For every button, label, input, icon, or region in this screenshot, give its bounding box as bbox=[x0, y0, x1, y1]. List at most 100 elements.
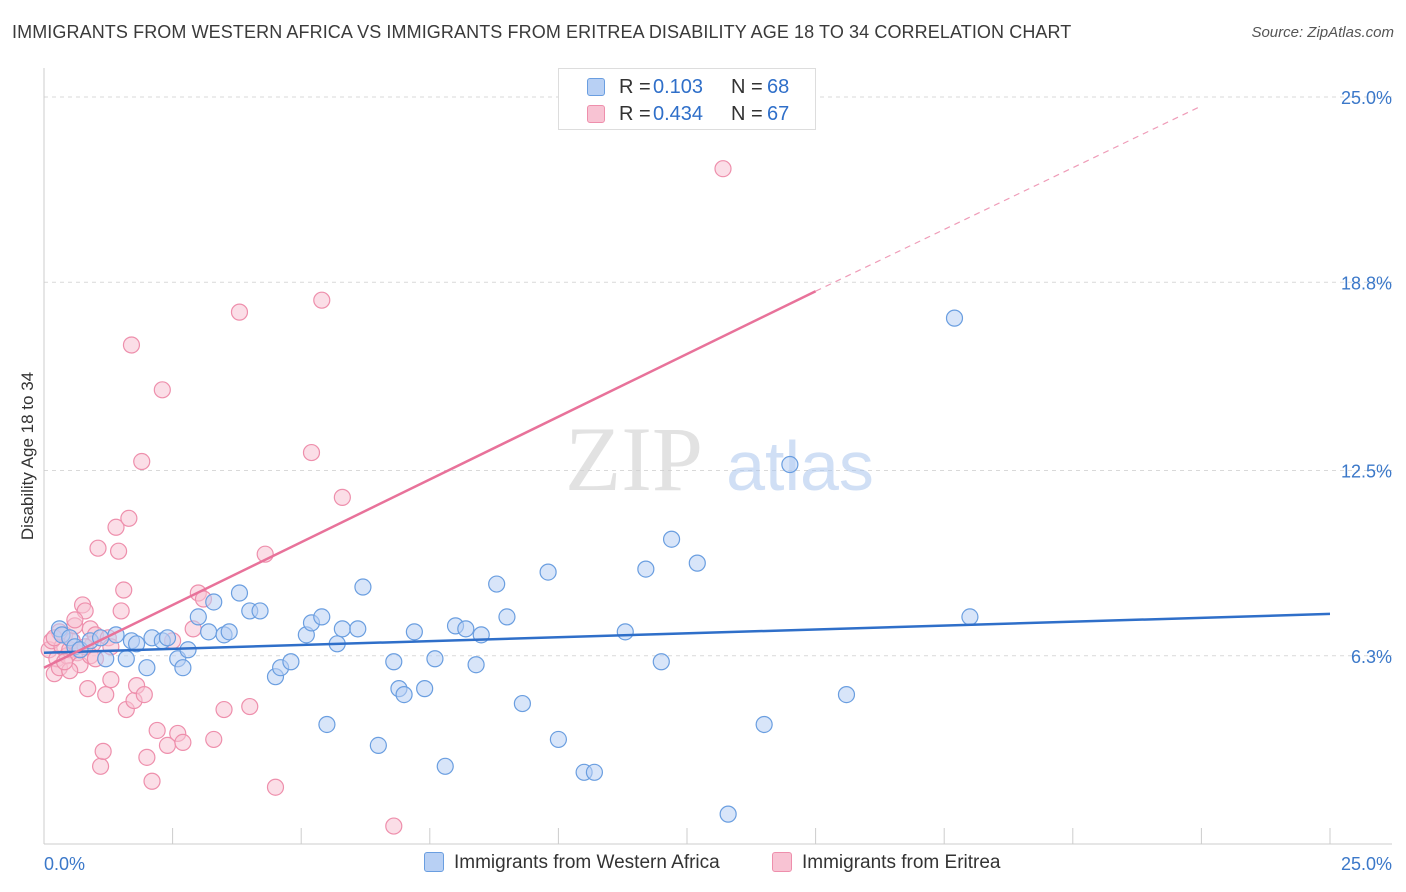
legend-row-eritrea: R = 0.434 N = 67 bbox=[559, 101, 815, 129]
data-point bbox=[89, 539, 107, 557]
data-point bbox=[120, 509, 138, 527]
data-point bbox=[79, 680, 97, 698]
data-point bbox=[662, 530, 681, 548]
trend-line-eritrea bbox=[43, 290, 817, 669]
data-point bbox=[313, 291, 331, 309]
data-point bbox=[133, 452, 151, 471]
data-point bbox=[755, 715, 773, 734]
data-point bbox=[107, 518, 125, 536]
data-point bbox=[349, 620, 367, 638]
data-point bbox=[369, 736, 387, 754]
y-tick-label: 6.3% bbox=[1351, 647, 1392, 667]
bottom-legend-swatch-pink bbox=[772, 852, 792, 872]
legend-row-western-africa: R = 0.103 N = 68 bbox=[559, 74, 815, 102]
data-point bbox=[97, 650, 115, 668]
data-point bbox=[333, 488, 351, 506]
data-point bbox=[138, 659, 156, 677]
y-axis-label: Disability Age 18 to 34 bbox=[18, 371, 37, 541]
data-point bbox=[174, 659, 192, 677]
data-point bbox=[241, 697, 259, 716]
data-point bbox=[122, 336, 141, 354]
data-point bbox=[282, 653, 300, 671]
data-point bbox=[215, 700, 233, 719]
data-point bbox=[112, 602, 130, 620]
trend-line-western-africa bbox=[43, 612, 1331, 655]
data-point bbox=[102, 671, 120, 689]
data-point bbox=[585, 763, 604, 781]
data-point bbox=[94, 742, 112, 760]
data-point bbox=[117, 650, 135, 668]
watermark-atlas: atlas bbox=[726, 427, 874, 505]
bottom-legend-label: Immigrants from Eritrea bbox=[802, 852, 1001, 873]
series-eritrea-points bbox=[40, 160, 732, 835]
gridlines bbox=[44, 96, 1392, 657]
data-point bbox=[539, 563, 557, 581]
data-point bbox=[498, 608, 516, 626]
data-point bbox=[652, 653, 670, 671]
chart-title: IMMIGRANTS FROM WESTERN AFRICA VS IMMIGR… bbox=[12, 22, 1072, 42]
data-point bbox=[961, 608, 979, 626]
y-tick-label: 12.5% bbox=[1341, 462, 1392, 482]
legend-n-value: 67 bbox=[767, 103, 790, 125]
bottom-legend-eritrea: Immigrants from Eritrea bbox=[772, 852, 1000, 874]
y-tick-label: 25.0% bbox=[1341, 88, 1392, 108]
data-point bbox=[714, 160, 732, 178]
data-point bbox=[945, 309, 964, 327]
legend-r-label: R = bbox=[619, 76, 651, 98]
data-point bbox=[405, 623, 423, 641]
data-point bbox=[385, 817, 403, 835]
data-point bbox=[333, 620, 351, 638]
data-point bbox=[513, 694, 531, 713]
data-point bbox=[230, 303, 249, 321]
legend-r-value: 0.434 bbox=[653, 103, 704, 125]
data-point bbox=[138, 748, 156, 766]
data-point bbox=[549, 730, 568, 749]
legend-r-value: 0.103 bbox=[653, 76, 704, 98]
data-point bbox=[266, 778, 285, 796]
data-point bbox=[135, 685, 153, 704]
data-point bbox=[205, 593, 223, 611]
legend-r-label: R = bbox=[619, 103, 651, 125]
trend-line-eritrea-extension bbox=[815, 105, 1202, 292]
data-point bbox=[143, 772, 161, 790]
data-point bbox=[719, 805, 737, 823]
data-point bbox=[158, 629, 177, 647]
data-point bbox=[436, 757, 454, 775]
data-point bbox=[200, 623, 218, 641]
data-point bbox=[91, 757, 110, 775]
data-point bbox=[153, 381, 171, 399]
data-point bbox=[230, 584, 249, 602]
x-tick-label-max: 25.0% bbox=[1341, 854, 1392, 874]
data-point bbox=[781, 455, 799, 474]
legend-n-label: N = bbox=[731, 76, 763, 98]
data-point bbox=[251, 602, 269, 620]
data-point bbox=[385, 653, 403, 671]
trend-lines bbox=[43, 105, 1331, 669]
data-point bbox=[97, 685, 115, 704]
bottom-legend-swatch-blue bbox=[424, 852, 444, 872]
legend-swatch-pink bbox=[587, 105, 605, 123]
data-point bbox=[488, 575, 506, 593]
data-point bbox=[395, 685, 413, 704]
data-point bbox=[109, 542, 128, 560]
data-point bbox=[457, 620, 475, 638]
data-point bbox=[148, 721, 166, 740]
data-point bbox=[837, 685, 856, 704]
bottom-legend-western-africa: Immigrants from Western Africa bbox=[424, 852, 720, 874]
data-point bbox=[66, 611, 84, 629]
axes bbox=[43, 68, 1392, 845]
data-point bbox=[189, 608, 207, 626]
data-point bbox=[205, 730, 223, 749]
tick-labels: 6.3% 12.5% 18.8% 25.0% 0.0% 25.0% bbox=[44, 88, 1392, 874]
legend-swatch-blue bbox=[587, 78, 605, 96]
series-western-africa-points bbox=[50, 309, 979, 823]
correlation-legend: R = 0.103 N = 68 R = 0.434 N = 67 bbox=[558, 68, 816, 130]
data-point bbox=[318, 715, 336, 734]
legend-n-label: N = bbox=[731, 103, 763, 125]
source-credit: Source: ZipAtlas.com bbox=[1251, 24, 1394, 41]
data-point bbox=[174, 733, 192, 752]
watermark-zip: ZIP bbox=[565, 408, 703, 510]
x-tick-label-min: 0.0% bbox=[44, 854, 85, 874]
data-point bbox=[127, 635, 146, 653]
